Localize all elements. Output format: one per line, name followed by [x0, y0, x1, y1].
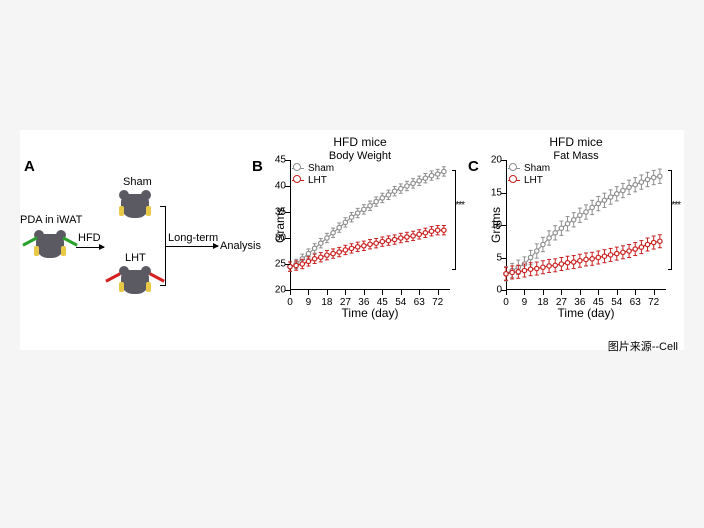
panel-a: A PDA in iWAT HFD Sham LHT: [20, 130, 252, 350]
panel-b: B HFD mice Body Weight ShamLHT Grams Tim…: [252, 130, 468, 350]
chart-b-title-1: HFD mice: [333, 135, 386, 149]
hfd-arrow: [76, 247, 104, 248]
chart-c: ShamLHT Grams Time (day) *** 05101520091…: [506, 160, 666, 290]
mouse-lht: [115, 266, 155, 298]
panel-c: C HFD mice Fat Mass ShamLHT Grams Time (…: [468, 130, 684, 350]
longterm-arrow: [166, 246, 218, 247]
chart-c-sig-bar: [671, 170, 672, 270]
footnote: 图片来源--Cell: [608, 338, 678, 354]
pda-label: PDA in iWAT: [20, 214, 82, 226]
chart-b-series: [290, 160, 450, 290]
schematic: PDA in iWAT HFD Sham LHT: [20, 150, 252, 330]
chart-c-xlabel: Time (day): [506, 306, 666, 320]
figure-container: A PDA in iWAT HFD Sham LHT: [20, 130, 684, 350]
lht-label: LHT: [125, 252, 146, 264]
sham-label: Sham: [123, 176, 152, 188]
chart-b-sig: ***: [455, 200, 464, 211]
chart-c-title-1: HFD mice: [549, 135, 602, 149]
chart-b-sig-bar: [455, 170, 456, 270]
chart-c-sig: ***: [671, 200, 680, 211]
chart-c-series: [506, 160, 666, 290]
hfd-label: HFD: [78, 232, 101, 244]
longterm-label: Long-term: [168, 232, 218, 244]
mouse-pda: [30, 230, 70, 262]
chart-b-xlabel: Time (day): [290, 306, 450, 320]
chart-b: ShamLHT Grams Time (day) *** 20253035404…: [290, 160, 450, 290]
mouse-sham: [115, 190, 155, 222]
